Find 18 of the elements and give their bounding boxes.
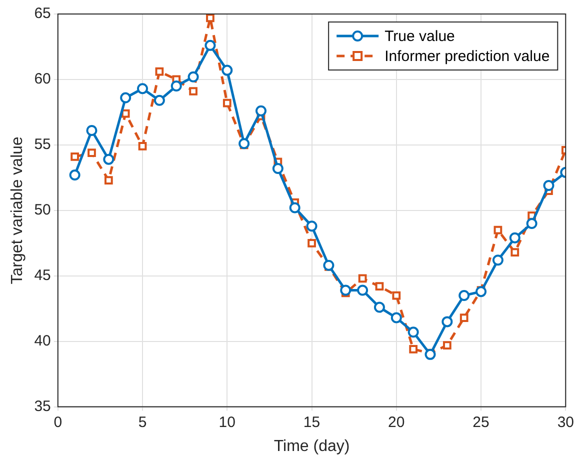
x-axis-title: Time (day)	[274, 438, 350, 455]
x-tick-label: 25	[472, 414, 490, 431]
y-tick-label: 65	[34, 5, 51, 22]
x-tick-label: 30	[557, 414, 574, 431]
y-tick-label: 60	[34, 70, 51, 88]
x-tick-label: 10	[218, 414, 236, 431]
y-tick-label: 40	[34, 332, 51, 350]
y-tick-label: 50	[34, 202, 51, 219]
x-tick-label: 20	[388, 414, 405, 431]
y-axis-title: Target variable value	[9, 136, 26, 284]
x-tick-label: 15	[303, 414, 320, 431]
y-tick-label: 55	[34, 136, 51, 154]
y-tick-label: 45	[34, 267, 51, 284]
legend-label: Informer prediction value	[384, 48, 550, 66]
x-tick-label: 0	[54, 414, 62, 431]
y-tick-label: 35	[34, 398, 51, 415]
x-tick-label: 5	[138, 414, 147, 431]
legend-label: True value	[384, 28, 455, 46]
